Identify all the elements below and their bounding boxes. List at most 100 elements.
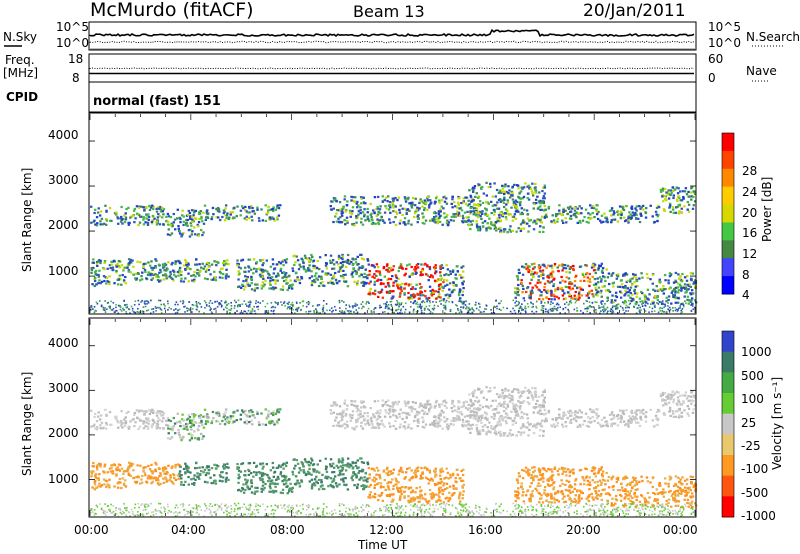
power-cell — [192, 214, 195, 217]
power-cell — [181, 233, 184, 236]
power-cell — [390, 269, 393, 272]
velocity-cell — [451, 410, 454, 413]
power-cell — [154, 273, 157, 276]
power-cell — [132, 209, 136, 212]
power-cell — [401, 207, 404, 210]
power-cell — [551, 270, 554, 273]
power-cell — [169, 215, 173, 219]
power-cell — [314, 308, 317, 310]
velocity-cell — [493, 412, 496, 416]
power-cell — [133, 311, 135, 313]
power-cell — [408, 275, 411, 278]
power-cell — [481, 185, 484, 189]
power-cell — [186, 224, 189, 227]
power-cell — [337, 220, 341, 223]
power-cell — [624, 289, 627, 292]
velocity-cell — [502, 434, 506, 437]
velocity-cell — [145, 421, 148, 424]
velocity-cell — [376, 410, 379, 413]
velocity-cell — [414, 414, 417, 418]
power-cell — [419, 286, 422, 290]
velocity-cell — [378, 415, 382, 419]
power-cell — [552, 284, 555, 288]
power-cell — [276, 204, 279, 207]
power-cell — [495, 229, 498, 232]
power-cell — [547, 290, 550, 293]
power-cell — [189, 221, 193, 225]
power-cell — [602, 300, 604, 303]
velocity-cell — [585, 424, 588, 427]
power-cell — [593, 215, 596, 219]
power-cell — [372, 264, 375, 267]
power-cell — [439, 300, 441, 303]
power-cell — [581, 273, 585, 276]
power-cell — [502, 230, 506, 233]
power-cell — [665, 310, 668, 313]
power-cell — [151, 277, 155, 280]
velocity-cell — [456, 418, 459, 421]
power-cell — [672, 310, 674, 312]
velocity-cell — [413, 416, 417, 419]
power-cell — [152, 307, 155, 310]
power-cell — [302, 261, 305, 264]
power-cell — [388, 285, 391, 288]
power-cell — [205, 210, 209, 213]
power-cell — [502, 205, 506, 209]
velocity-cell — [528, 428, 531, 432]
power-cell — [592, 265, 596, 268]
velocity-cell — [374, 426, 377, 429]
velocity-cell — [513, 388, 516, 391]
power-cell — [259, 259, 262, 262]
power-cell — [528, 265, 531, 268]
velocity-cell — [493, 417, 496, 420]
power-cell — [629, 299, 632, 302]
power-cell — [170, 263, 173, 266]
velocity-cell — [201, 437, 204, 440]
power-cell — [532, 267, 535, 270]
power-cell — [156, 278, 160, 282]
power-cell — [458, 311, 461, 314]
power-cell — [135, 272, 138, 275]
velocity-cell — [224, 411, 227, 414]
power-cell — [509, 225, 512, 228]
velocity-cell — [640, 418, 643, 421]
power-cell — [202, 211, 205, 214]
power-cell — [596, 277, 599, 280]
power-cell — [471, 200, 474, 203]
power-cell — [432, 301, 434, 303]
power-cell — [247, 301, 250, 304]
power-cell — [97, 260, 100, 263]
velocity-cell — [150, 410, 153, 413]
velocity-ytick-2000: 2000 — [48, 426, 79, 440]
velocity-cell — [500, 395, 503, 399]
power-cell — [543, 186, 547, 189]
power-cell — [611, 272, 615, 275]
power-cell — [430, 292, 433, 296]
power-cell — [392, 199, 395, 203]
power-cell — [402, 221, 405, 224]
power-cell — [629, 213, 632, 216]
power-cell — [502, 212, 505, 215]
power-cell — [361, 265, 364, 268]
power-cell — [386, 195, 390, 198]
power-cell — [170, 308, 172, 310]
velocity-cell — [350, 416, 354, 420]
power-cell — [599, 312, 601, 315]
velocity-cell — [370, 426, 374, 429]
power-cell — [396, 284, 399, 287]
xtick-5: 20:00 — [566, 523, 601, 537]
velocity-cell — [511, 423, 515, 426]
power-cell — [600, 262, 604, 265]
power-cell — [109, 305, 111, 308]
power-cell — [460, 266, 463, 269]
power-cell — [349, 259, 352, 263]
power-cell — [286, 288, 289, 292]
velocity-cell — [197, 415, 201, 418]
power-cell — [555, 303, 558, 306]
power-cell — [664, 288, 667, 291]
power-cell — [348, 310, 350, 312]
velocity-cell — [397, 400, 401, 403]
power-cell — [377, 210, 380, 214]
velocity-cell — [565, 425, 568, 428]
velocity-cell — [531, 386, 534, 390]
